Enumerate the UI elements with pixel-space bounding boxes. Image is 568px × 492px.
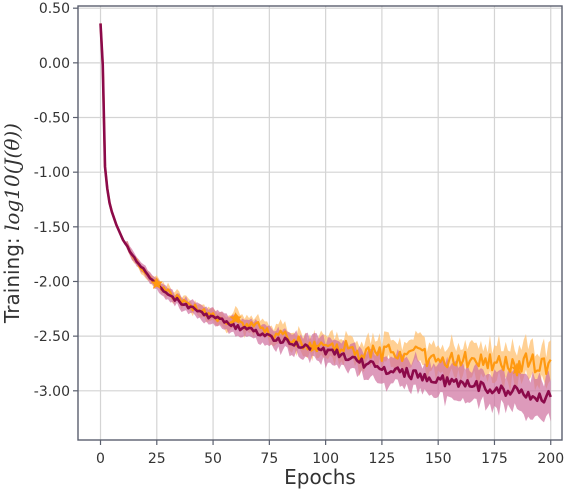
x-tick-label: 150 (425, 451, 452, 467)
x-tick-label: 75 (260, 451, 278, 467)
y-tick-label: -0.50 (34, 111, 70, 127)
series-2-line (99, 23, 552, 404)
series-lines (99, 23, 552, 404)
variance-bands (100, 21, 551, 423)
series-1-star-marker (150, 276, 164, 290)
series-1-star-marker (308, 340, 321, 353)
y-tick-label: -2.50 (34, 329, 70, 345)
y-tick-label: 0.00 (39, 56, 70, 72)
y-tick-label: -1.00 (34, 165, 70, 181)
x-tick-label: 175 (481, 451, 508, 467)
x-tick-label: 50 (204, 451, 222, 467)
series-markers (150, 276, 524, 375)
x-tick-label: 200 (537, 451, 564, 467)
grid-lines (78, 6, 562, 440)
x-tick-label: 125 (369, 451, 396, 467)
x-tick-label: 100 (312, 451, 339, 467)
series-1-star-marker (510, 362, 524, 375)
y-tick-label: 0.50 (39, 1, 70, 17)
series-1-star-marker (229, 311, 242, 325)
y-tick-label: -3.00 (34, 384, 70, 400)
x-tick-label: 0 (96, 451, 105, 467)
y-tick-label: -2.00 (34, 274, 70, 290)
y-axis-label-math: log10(J(θ)) (0, 123, 24, 231)
y-axis-label-prefix: Training: (0, 231, 24, 324)
y-axis-label: Training: log10(J(θ)) (0, 123, 24, 324)
series-2-band (100, 22, 551, 423)
x-axis-label: Epochs (284, 465, 356, 489)
x-tick-labels: 0 25 50 75 100 125 150 175 200 (96, 440, 564, 467)
y-tick-label: -1.50 (34, 220, 70, 236)
series-1-band (100, 21, 551, 392)
x-tick-label: 25 (148, 451, 166, 467)
y-tick-labels: 0.50 0.00 -0.50 -1.00 -1.50 -2.00 -2.50 -3.00 (34, 1, 78, 400)
plot-frame (77, 5, 563, 441)
